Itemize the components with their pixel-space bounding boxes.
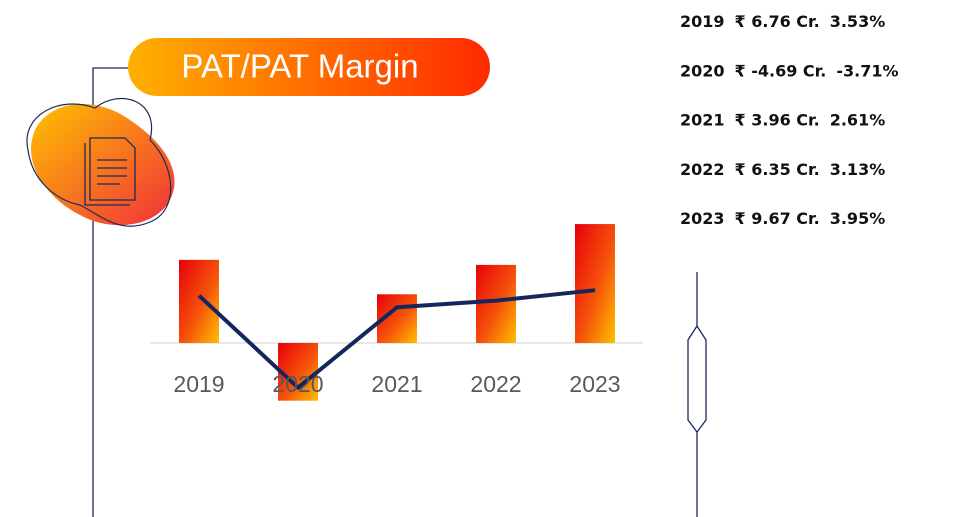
value-list-row: 2021 ₹ 3.96 Cr. 2.61%	[680, 110, 885, 129]
bar	[179, 259, 219, 343]
icon-document	[84, 137, 136, 206]
list-pat: ₹ 6.35 Cr.	[735, 159, 820, 178]
value-list-row: 2019 ₹ 6.76 Cr. 3.53%	[680, 12, 885, 31]
list-margin: 3.13%	[830, 159, 886, 178]
icon-blob	[31, 103, 175, 226]
bar	[476, 264, 516, 343]
list-pat: ₹ 6.76 Cr.	[735, 12, 820, 31]
list-pat: ₹ -4.69 Cr.	[735, 61, 827, 80]
bar	[575, 224, 615, 343]
list-pat: ₹ 9.67 Cr.	[735, 209, 820, 228]
line	[197, 288, 596, 390]
bar	[278, 343, 318, 401]
list-margin: 2.61%	[830, 110, 886, 129]
x-tick-label: 2022	[470, 371, 521, 397]
list-year: 2020	[680, 61, 725, 80]
decoration	[92, 67, 707, 517]
value-list-row: 2023 ₹ 9.67 Cr. 3.95%	[680, 209, 885, 228]
x-tick-label: 2020	[272, 371, 323, 397]
x-tick-label: 2019	[173, 371, 224, 397]
x-tick-label: 2021	[371, 371, 422, 397]
title-pill	[128, 38, 490, 96]
list-margin: 3.95%	[830, 209, 886, 228]
value-list-row: 2022 ₹ 6.35 Cr. 3.13%	[680, 159, 885, 178]
value-list-row: 2020 ₹ -4.69 Cr. -3.71%	[680, 61, 899, 80]
list-year: 2022	[680, 159, 725, 178]
x-tick-label: 2023	[569, 371, 620, 397]
list-margin: 3.53%	[830, 12, 886, 31]
chart-title: PAT/PAT Margin	[181, 48, 418, 85]
list-year: 2023	[680, 209, 725, 228]
list-margin: -3.71%	[836, 61, 898, 80]
icon-outline	[26, 98, 172, 227]
list-year: 2019	[680, 12, 725, 31]
list-year: 2021	[680, 110, 725, 129]
list-pat: ₹ 3.96 Cr.	[735, 110, 820, 129]
